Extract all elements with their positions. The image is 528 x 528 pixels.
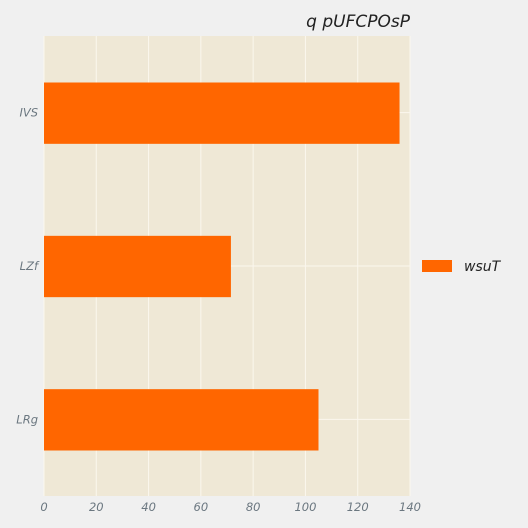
bars (44, 82, 400, 451)
legend-swatch (422, 260, 452, 272)
y-tick-label: LZf (20, 259, 40, 273)
y-tick-label: LRg (16, 412, 38, 426)
bar-IVS (44, 82, 400, 144)
legend-label: wsuT (464, 259, 502, 275)
y-tick-label: IVS (19, 106, 38, 120)
x-axis-ticks: 0 20 40 60 80 100 120 140 (40, 500, 421, 514)
chart-title: q pUFCPOsP (306, 12, 411, 32)
x-tick-label: 80 (246, 500, 261, 514)
x-tick-label: 40 (141, 500, 156, 514)
x-tick-label: 140 (399, 500, 421, 514)
x-tick-label: 100 (294, 500, 316, 514)
x-tick-label: 60 (194, 500, 209, 514)
legend: wsuT (422, 259, 502, 275)
x-tick-label: 120 (347, 500, 369, 514)
y-axis-ticks: IVS LZf LRg (16, 106, 40, 427)
x-tick-label: 0 (40, 500, 47, 514)
x-tick-label: 20 (89, 500, 104, 514)
bar-LRg (44, 389, 319, 451)
bar-LZf (44, 235, 231, 298)
